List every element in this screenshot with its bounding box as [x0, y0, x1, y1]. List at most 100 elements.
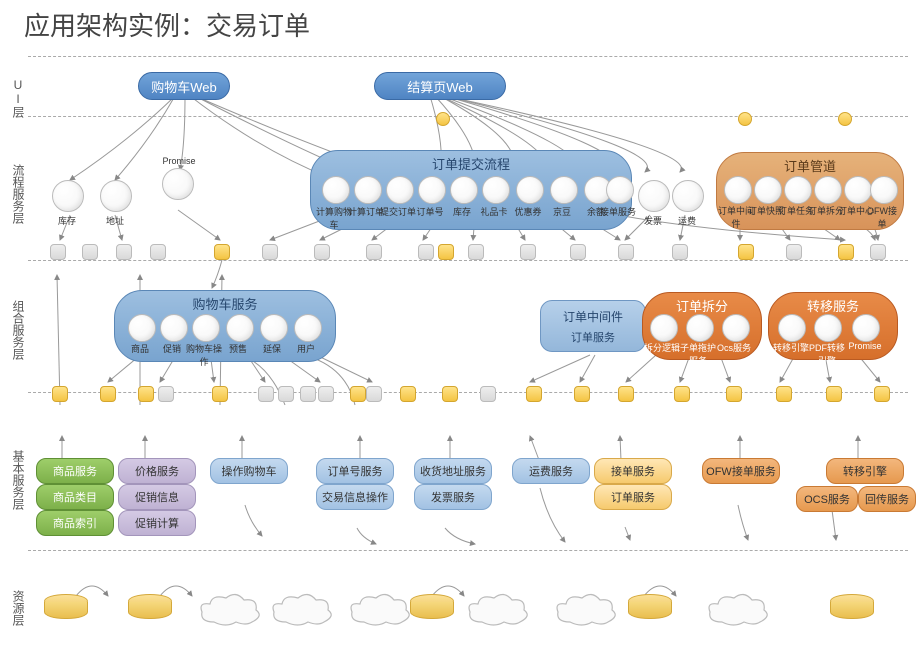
circle-cart-0	[128, 314, 156, 342]
sq2-20	[826, 386, 842, 402]
sq1-9	[438, 244, 454, 260]
circle-ship	[672, 180, 704, 212]
sq2-3	[158, 386, 174, 402]
base-4-0: 收货地址服务	[414, 458, 492, 484]
circle-submit-2	[386, 176, 414, 204]
lbl-promise: Promise	[154, 156, 204, 166]
layer-combo-label: 组合服务层	[10, 300, 27, 360]
circle-split-0	[650, 314, 678, 342]
lbl-trans-0: 转移引擎	[772, 341, 810, 354]
cloud-2	[346, 592, 414, 628]
divider	[28, 550, 908, 551]
circle-submit-7	[550, 176, 578, 204]
sq1-10	[468, 244, 484, 260]
circle-pipe-2	[784, 176, 812, 204]
lbl-addr: 地址	[95, 214, 135, 227]
sq2-12	[442, 386, 458, 402]
lbl-split-0: 拆分逻辑	[644, 341, 680, 354]
dot-1	[436, 112, 450, 126]
lbl-cart-0: 商品	[122, 342, 158, 355]
lbl-cart-2: 购物车操作	[186, 342, 222, 368]
cloud-0	[196, 592, 264, 628]
sq1-0	[50, 244, 66, 260]
lbl-submit-5: 礼品卡	[475, 205, 513, 218]
base-5-0: 运费服务	[512, 458, 590, 484]
sq2-0	[52, 386, 68, 402]
cyl-4	[830, 594, 874, 619]
node-checkout-web: 结算页Web	[374, 72, 506, 100]
lbl-split-1: 子单拖护服务	[680, 341, 716, 367]
base-1-1: 促销信息	[118, 484, 196, 510]
sq1-14	[672, 244, 688, 260]
lbl-submit-7: 京豆	[543, 205, 581, 218]
divider	[28, 116, 908, 117]
sq2-15	[574, 386, 590, 402]
circle-cart-3	[226, 314, 254, 342]
sq2-10	[366, 386, 382, 402]
base-6-0: 接单服务	[594, 458, 672, 484]
lbl-trans-2: Promise	[846, 341, 884, 351]
lbl-cart-3: 预售	[220, 342, 256, 355]
circle-cart-5	[294, 314, 322, 342]
group-split-title: 订单拆分	[643, 296, 761, 315]
dot-2	[738, 112, 752, 126]
base-7-0: OFW接单服务	[702, 458, 780, 484]
circle-trans-1	[814, 314, 842, 342]
circle-submit-6	[516, 176, 544, 204]
sq1-2	[116, 244, 132, 260]
page-title: 应用架构实例：交易订单	[24, 6, 310, 43]
base-back: 回传服务	[858, 486, 916, 512]
base-0-0: 商品服务	[36, 458, 114, 484]
circle-trans-0	[778, 314, 806, 342]
layer-base-label: 基本服务层	[10, 450, 27, 510]
lbl-cart-1: 促销	[154, 342, 190, 355]
lbl-ship: 运费	[667, 214, 707, 227]
circle-pipe-3	[814, 176, 842, 204]
circle-submit-0	[322, 176, 350, 204]
sq1-3	[150, 244, 166, 260]
cyl-1	[128, 594, 172, 619]
sq1-8	[418, 244, 434, 260]
circle-submit-9	[606, 176, 634, 204]
circle-cart-2	[192, 314, 220, 342]
circle-stock	[52, 180, 84, 212]
sq2-19	[776, 386, 792, 402]
sq2-4	[212, 386, 228, 402]
lbl-cart-5: 用户	[288, 342, 324, 355]
base-3-0: 订单号服务	[316, 458, 394, 484]
sq2-8	[318, 386, 334, 402]
circle-pipe-0	[724, 176, 752, 204]
sq2-21	[874, 386, 890, 402]
base-8-0: 转移引擎	[826, 458, 904, 484]
cyl-3	[628, 594, 672, 619]
lbl-submit-6: 优惠券	[509, 205, 547, 218]
circle-pipe-4	[844, 176, 872, 204]
dot-3	[838, 112, 852, 126]
layer-res-label: 资源层	[10, 590, 27, 626]
group-mid-sub: 订单服务	[571, 329, 615, 345]
sq1-12	[570, 244, 586, 260]
sq1-18	[870, 244, 886, 260]
circle-split-1	[686, 314, 714, 342]
sq1-17	[838, 244, 854, 260]
circle-invoice	[638, 180, 670, 212]
divider	[28, 56, 908, 57]
divider	[28, 260, 908, 261]
circle-promise	[162, 168, 194, 200]
group-cart-svc-title: 购物车服务	[115, 294, 335, 313]
base-3-1: 交易信息操作	[316, 484, 394, 510]
sq1-16	[786, 244, 802, 260]
sq1-15	[738, 244, 754, 260]
circle-pipe-5	[870, 176, 898, 204]
group-mid: 订单中间件 订单服务	[540, 300, 646, 352]
group-pipe-title: 订单管道	[717, 156, 903, 175]
circle-submit-1	[354, 176, 382, 204]
sq2-9	[350, 386, 366, 402]
group-trans-title: 转移服务	[769, 296, 897, 315]
cyl-2	[410, 594, 454, 619]
cyl-0	[44, 594, 88, 619]
circle-pipe-1	[754, 176, 782, 204]
base-0-2: 商品索引	[36, 510, 114, 536]
lbl-pipe-5: OFW接单	[864, 204, 900, 230]
base-1-2: 促销计算	[118, 510, 196, 536]
